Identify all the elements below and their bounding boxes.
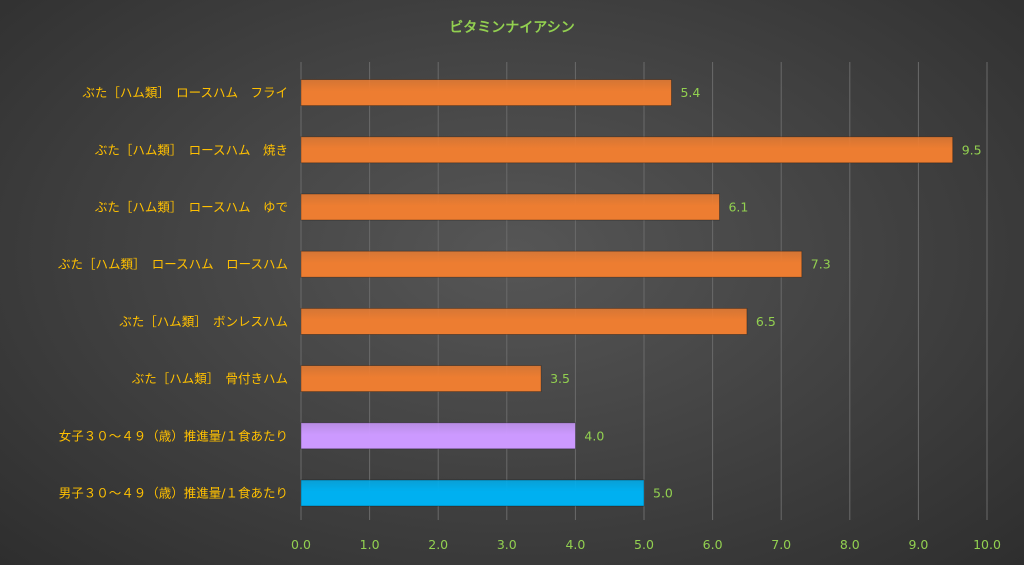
x-tick-label: 7.0 [771, 537, 791, 552]
bar [300, 250, 803, 278]
bar [300, 136, 954, 164]
category-label: 女子３０～４９（歳）推進量/１食あたり [59, 428, 288, 443]
category-label: ぶた［ハム類］ ロースハム フライ [82, 85, 288, 100]
bar [300, 365, 542, 393]
x-tick-label: 4.0 [565, 537, 585, 552]
data-label: 5.0 [653, 486, 673, 501]
x-tick-label: 1.0 [360, 537, 380, 552]
chart-title: ビタミンナイアシン [449, 20, 574, 36]
bar [300, 79, 672, 106]
bar [300, 422, 576, 450]
data-label: 6.5 [756, 314, 776, 329]
x-tick-label: 0.0 [291, 537, 311, 552]
x-tick-label: 3.0 [497, 537, 517, 552]
x-tick-label: 10.0 [973, 537, 1001, 552]
data-labels: 5.4 9.5 6.1 7.3 6.5 3.5 4.0 5.0 [550, 85, 981, 500]
x-tick-label: 8.0 [840, 537, 860, 552]
bar [300, 479, 645, 507]
data-label: 4.0 [584, 428, 604, 443]
bar [300, 193, 720, 221]
x-tick-label: 9.0 [908, 537, 928, 552]
category-label: ぶた［ハム類］ 骨付きハム [132, 371, 288, 386]
gridlines [300, 62, 988, 520]
x-tick-label: 2.0 [428, 537, 448, 552]
bar [300, 307, 748, 335]
data-label: 7.3 [811, 257, 831, 272]
x-axis-ticks: 0.0 1.0 2.0 3.0 4.0 5.0 6.0 7.0 8.0 9.0 10.0 [291, 537, 1001, 552]
x-tick-label: 6.0 [703, 537, 723, 552]
category-label: 男子３０～４９（歳）推進量/１食あたり [59, 486, 288, 501]
category-label: ぶた［ハム類］ ロースハム ゆで [95, 200, 288, 215]
x-tick-label: 5.0 [634, 537, 654, 552]
data-label: 5.4 [680, 85, 700, 100]
data-label: 3.5 [550, 371, 570, 386]
data-label: 9.5 [962, 142, 982, 157]
data-label: 6.1 [728, 200, 748, 215]
category-label: ぶた［ハム類］ ロースハム ロースハム [58, 257, 288, 272]
category-label: ぶた［ハム類］ ボンレスハム [119, 314, 288, 329]
bars [300, 79, 954, 507]
category-label: ぶた［ハム類］ ロースハム 焼き [95, 142, 288, 157]
